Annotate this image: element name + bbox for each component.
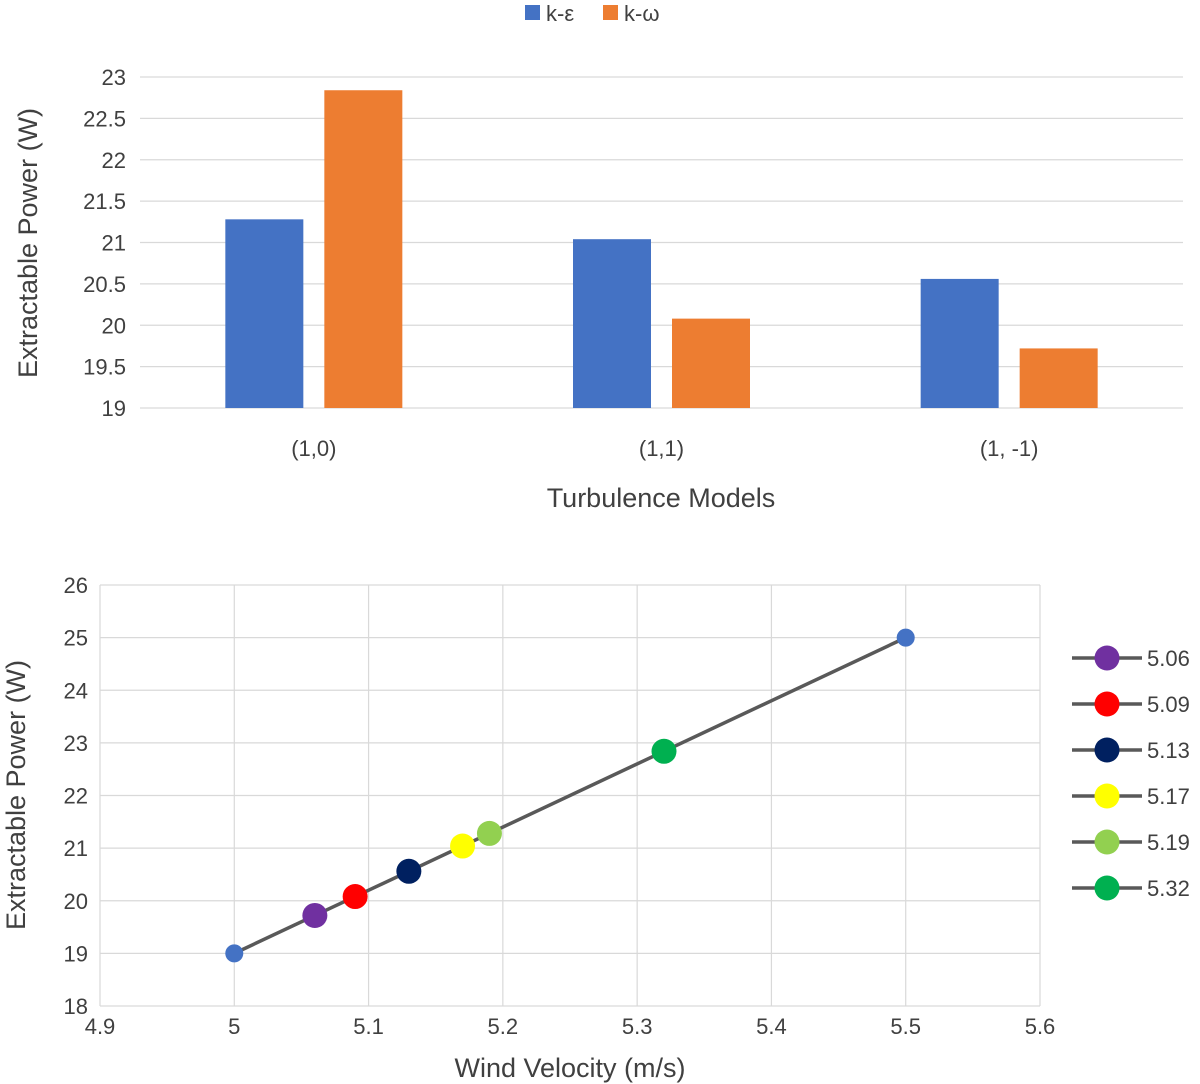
bar-y-tick-label: 22.5 xyxy=(83,106,126,131)
line-endpoint-marker xyxy=(225,944,244,963)
legend-marker-5-17 xyxy=(1094,783,1120,809)
data-point-5-13 xyxy=(396,858,422,884)
legend-label: 5.06 xyxy=(1147,646,1190,671)
bar-y-tick-label: 20 xyxy=(102,313,126,338)
bar-k-epsilon xyxy=(225,219,304,408)
data-point-5-09 xyxy=(342,884,368,910)
line-y-tick-label: 23 xyxy=(64,731,88,756)
line-x-tick-label: 5.4 xyxy=(756,1014,787,1039)
bar-x-tick-label: (1,1) xyxy=(639,436,684,461)
bar-gridlines xyxy=(140,76,1183,409)
legend-marker-5-32 xyxy=(1094,875,1120,901)
line-x-axis-title: Wind Velocity (m/s) xyxy=(454,1053,685,1083)
line-y-tick-labels: 18 19 20 21 22 23 24 25 26 xyxy=(64,573,88,1019)
legend-swatch-k-omega xyxy=(603,5,618,20)
line-y-tick-label: 18 xyxy=(64,994,88,1019)
line-y-tick-label: 22 xyxy=(64,784,88,809)
legend-marker-5-19 xyxy=(1094,829,1120,855)
legend-marker-5-09 xyxy=(1094,691,1120,717)
bar-x-tick-label: (1,0) xyxy=(291,436,336,461)
bar-k-epsilon xyxy=(573,239,651,408)
line-chart: 18 19 20 21 22 23 24 25 26 4.9 5 5.1 5.2 5.3 5.4 5.5 5.… xyxy=(1,573,1190,1083)
data-point-5-17 xyxy=(450,833,476,859)
bar-y-tick-label: 19.5 xyxy=(83,355,126,380)
line-y-tick-label: 26 xyxy=(64,573,88,598)
bar-y-tick-label: 21.5 xyxy=(83,189,126,214)
legend-label: 5.17 xyxy=(1147,784,1190,809)
bar-k-omega xyxy=(1019,348,1098,408)
bar-y-axis-title: Extractable Power (W) xyxy=(13,108,43,378)
line-x-tick-label: 5.6 xyxy=(1025,1014,1056,1039)
data-point-5-19 xyxy=(476,820,502,846)
legend-marker-5-06 xyxy=(1094,645,1120,671)
data-point-5-06 xyxy=(302,902,328,928)
legend-label: 5.32 xyxy=(1147,876,1190,901)
line-x-tick-label: 5.2 xyxy=(488,1014,519,1039)
legend-label-k-omega: k-ω xyxy=(624,1,660,26)
bar-x-tick-label: (1, -1) xyxy=(980,436,1039,461)
line-y-tick-label: 25 xyxy=(64,626,88,651)
bar-y-tick-label: 19 xyxy=(102,396,126,421)
bar-legend: k-ε k-ω xyxy=(525,1,660,26)
line-marks xyxy=(225,628,915,963)
bar-x-axis-title: Turbulence Models xyxy=(547,483,776,513)
line-x-tick-label: 5 xyxy=(228,1014,240,1039)
legend-label-k-epsilon: k-ε xyxy=(546,1,574,26)
bar-chart: k-ε k-ω 19 19.5 20 20.5 21 21.5 22 22.5 23 (1,0)… xyxy=(13,1,1183,513)
bar-k-epsilon xyxy=(920,278,999,408)
bar-k-omega xyxy=(324,90,403,409)
line-y-tick-label: 19 xyxy=(64,941,88,966)
bar-x-tick-labels: (1,0) (1,1) (1, -1) xyxy=(291,436,1038,461)
line-x-tick-label: 5.5 xyxy=(890,1014,921,1039)
legend-label: 5.13 xyxy=(1147,738,1190,763)
bar-y-tick-label: 22 xyxy=(102,148,126,173)
bars xyxy=(225,90,1098,409)
line-legend: 5.06 5.09 5.13 5.17 5.19 5.32 xyxy=(1072,645,1190,901)
line-x-tick-label: 5.1 xyxy=(353,1014,384,1039)
bar-k-omega xyxy=(672,318,750,408)
legend-label: 5.09 xyxy=(1147,692,1190,717)
line-x-tick-labels: 4.9 5 5.1 5.2 5.3 5.4 5.5 5.6 xyxy=(85,1014,1056,1039)
line-y-tick-label: 20 xyxy=(64,889,88,914)
bar-y-tick-label: 21 xyxy=(102,231,126,256)
line-y-axis-title: Extractable Power (W) xyxy=(1,660,31,930)
legend-marker-5-13 xyxy=(1094,737,1120,763)
line-endpoint-marker xyxy=(896,628,915,647)
line-x-tick-label: 4.9 xyxy=(85,1014,116,1039)
line-x-tick-label: 5.3 xyxy=(622,1014,653,1039)
bar-y-tick-labels: 19 19.5 20 20.5 21 21.5 22 22.5 23 xyxy=(83,65,126,421)
line-y-tick-label: 24 xyxy=(64,678,88,703)
legend-label: 5.19 xyxy=(1147,830,1190,855)
bar-y-tick-label: 23 xyxy=(102,65,126,90)
line-y-tick-label: 21 xyxy=(64,836,88,861)
bar-y-tick-label: 20.5 xyxy=(83,272,126,297)
legend-swatch-k-epsilon xyxy=(525,5,540,20)
data-point-5-32 xyxy=(651,738,677,764)
